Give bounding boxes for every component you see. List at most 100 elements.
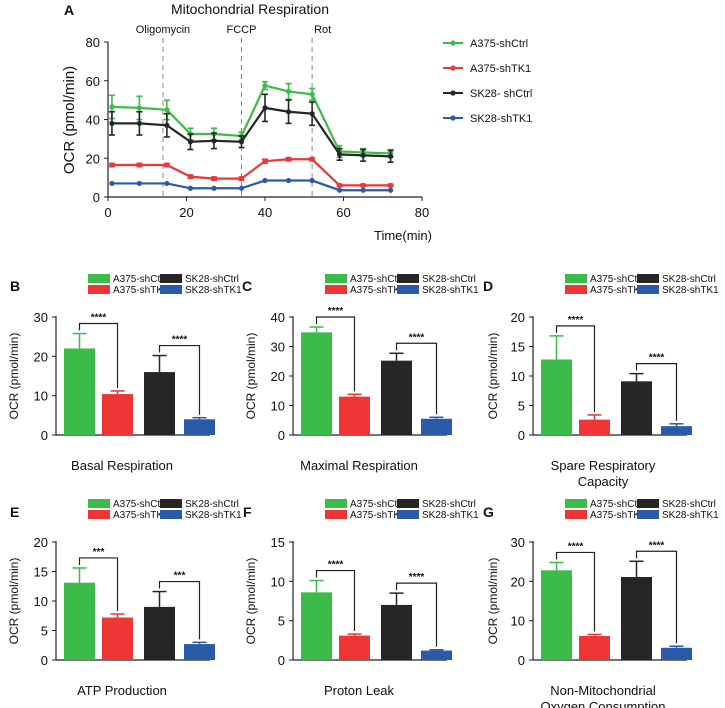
legend-swatch [325, 499, 347, 508]
legend-label: SK28-shTK1 [662, 510, 719, 521]
data-point [211, 138, 217, 144]
legend-label: SK28-shTK1 [470, 113, 532, 125]
series-sk28-shctrl [108, 93, 394, 163]
data-point [262, 82, 268, 89]
x-tick-label: 80 [415, 205, 429, 220]
injection-label: Rot [314, 24, 331, 36]
series-line [111, 84, 391, 155]
x-axis-label: Non-Mitochondrial [550, 683, 656, 698]
data-point [262, 105, 268, 111]
y-tick-label: 0 [93, 190, 100, 205]
x-tick-label: 20 [179, 205, 193, 220]
bracket-line [158, 580, 201, 640]
bar-a375-shctrl [64, 582, 95, 660]
significance-label: **** [568, 541, 584, 552]
legend-label: SK28-shCtrl [185, 274, 239, 285]
data-point [136, 162, 142, 168]
bar-sk28-shctrl [381, 604, 412, 660]
significance-bracket: **** [635, 353, 678, 421]
bar-sk28-shctrl [144, 372, 175, 435]
chart-title: Mitochondrial Respiration [171, 1, 329, 17]
panel-label-g: G [483, 504, 494, 520]
y-tick-label: 5 [278, 614, 285, 629]
bar-a375-shctrl [541, 570, 572, 660]
bracket-line [555, 325, 596, 412]
legend-label: SK28-shTK1 [422, 285, 479, 296]
legend-label: SK28-shCtrl [422, 499, 476, 510]
bar-sk28-shctrl [621, 381, 652, 435]
legend-swatch [160, 274, 182, 283]
significance-bracket: **** [395, 572, 438, 647]
significance-bracket: **** [315, 560, 356, 632]
legend-marker [450, 90, 456, 96]
data-point [309, 91, 315, 97]
x-axis-label: Spare Respiratory [551, 458, 656, 473]
legend-label: SK28-shCtrl [185, 499, 239, 510]
data-point [262, 158, 268, 164]
data-point [211, 175, 217, 182]
panel-e: E A375-shCtrl SK28-shCtrl A375-shTK1 SK28-sh… [7, 499, 242, 698]
legend-swatch [88, 274, 110, 283]
legend-swatch [637, 274, 659, 283]
y-axis-label: OCR (pmol/min) [486, 333, 500, 420]
bracket-line [78, 557, 119, 611]
data-point [388, 153, 394, 159]
y-axis-label: OCR (pmol/min) [7, 558, 21, 645]
legend-swatch [637, 510, 659, 519]
legend-swatch [397, 510, 419, 519]
legend-swatch [160, 499, 182, 508]
significance-label: *** [174, 571, 186, 582]
legend-swatch [88, 285, 110, 294]
significance-label: **** [91, 313, 107, 324]
y-tick-label: 10 [271, 399, 285, 414]
legend-label: SK28-shTK1 [185, 510, 242, 521]
y-tick-label: 40 [86, 113, 100, 128]
y-tick-label: 0 [278, 653, 285, 668]
y-axis-label: OCR (pmol/min) [244, 333, 258, 420]
bar-sk28-shctrl [381, 360, 412, 435]
legend-label: SK28-shCtrl [662, 274, 716, 285]
y-tick-label: 5 [518, 399, 525, 414]
data-point [164, 107, 170, 113]
legend-label: A375-shCtrl [590, 499, 643, 510]
bar-a375-shtk1 [579, 419, 610, 435]
data-point [136, 180, 142, 187]
significance-bracket: *** [78, 547, 119, 611]
significance-label: *** [93, 547, 105, 558]
y-tick-label: 20 [271, 369, 285, 384]
bar-sk28-shctrl [144, 606, 175, 660]
data-point [388, 182, 394, 188]
legend-swatch [397, 274, 419, 283]
legend-label: A375-shCtrl [113, 274, 166, 285]
series-a375-shtk1 [108, 156, 394, 188]
panel-f: F A375-shCtrl SK28-shCtrl A375-shTK1 SK28-sh… [243, 499, 479, 698]
significance-bracket: **** [395, 332, 438, 415]
x-axis-label-line2: Oxygen Consumption [540, 699, 665, 708]
y-tick-label: 20 [34, 349, 48, 364]
y-tick-label: 0 [518, 428, 525, 443]
bar-a375-shtk1 [339, 635, 370, 660]
bracket-line [635, 363, 678, 421]
data-point [164, 122, 170, 128]
data-point [164, 162, 170, 168]
x-tick-label: 60 [336, 205, 350, 220]
legend-label: SK28-shCtrl [422, 274, 476, 285]
series-line [111, 106, 391, 158]
x-axis-label: Proton Leak [324, 683, 395, 698]
legend-swatch [637, 285, 659, 294]
data-point [109, 104, 115, 110]
data-point [285, 177, 292, 184]
bar-sk28-shtk1 [421, 650, 452, 660]
data-point [187, 185, 194, 191]
legend-swatch [160, 285, 182, 294]
legend-label: A375-shTK1 [350, 510, 406, 521]
data-point [285, 156, 292, 162]
y-axis-label: OCR (pmol/min) [61, 66, 78, 174]
data-point [262, 177, 268, 184]
y-tick-label: 0 [41, 428, 48, 443]
y-tick-label: 15 [34, 565, 48, 580]
x-tick-label: 40 [258, 205, 272, 220]
data-point [164, 180, 170, 187]
legend-label: A375-shCtrl [470, 38, 528, 50]
